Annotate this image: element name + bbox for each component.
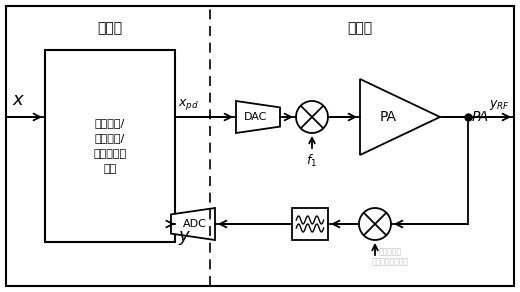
Bar	[45, 50, 175, 242]
Text: PA: PA	[472, 110, 489, 124]
Text: $x_{pd}$: $x_{pd}$	[178, 97, 199, 112]
Text: PA: PA	[380, 110, 397, 124]
Text: DAC: DAC	[244, 112, 268, 122]
Circle shape	[296, 101, 328, 133]
Text: $f_1$: $f_1$	[306, 153, 318, 169]
Text: ADC: ADC	[183, 219, 207, 229]
Text: 电子发烧友
罗德与施瓦茨中国: 电子发烧友 罗德与施瓦茨中国	[371, 247, 409, 267]
Polygon shape	[360, 79, 440, 155]
Text: $y$: $y$	[178, 229, 191, 247]
Text: 延时对齐/
模型提取/
预失真信号
生成: 延时对齐/ 模型提取/ 预失真信号 生成	[94, 118, 126, 174]
Text: 数字域: 数字域	[97, 21, 123, 35]
Text: $y_{RF}$: $y_{RF}$	[489, 98, 510, 112]
Text: $x$: $x$	[12, 91, 25, 109]
Circle shape	[359, 208, 391, 240]
Polygon shape	[171, 208, 215, 240]
Polygon shape	[236, 101, 280, 133]
Text: 模拟域: 模拟域	[347, 21, 372, 35]
Bar	[292, 208, 328, 240]
